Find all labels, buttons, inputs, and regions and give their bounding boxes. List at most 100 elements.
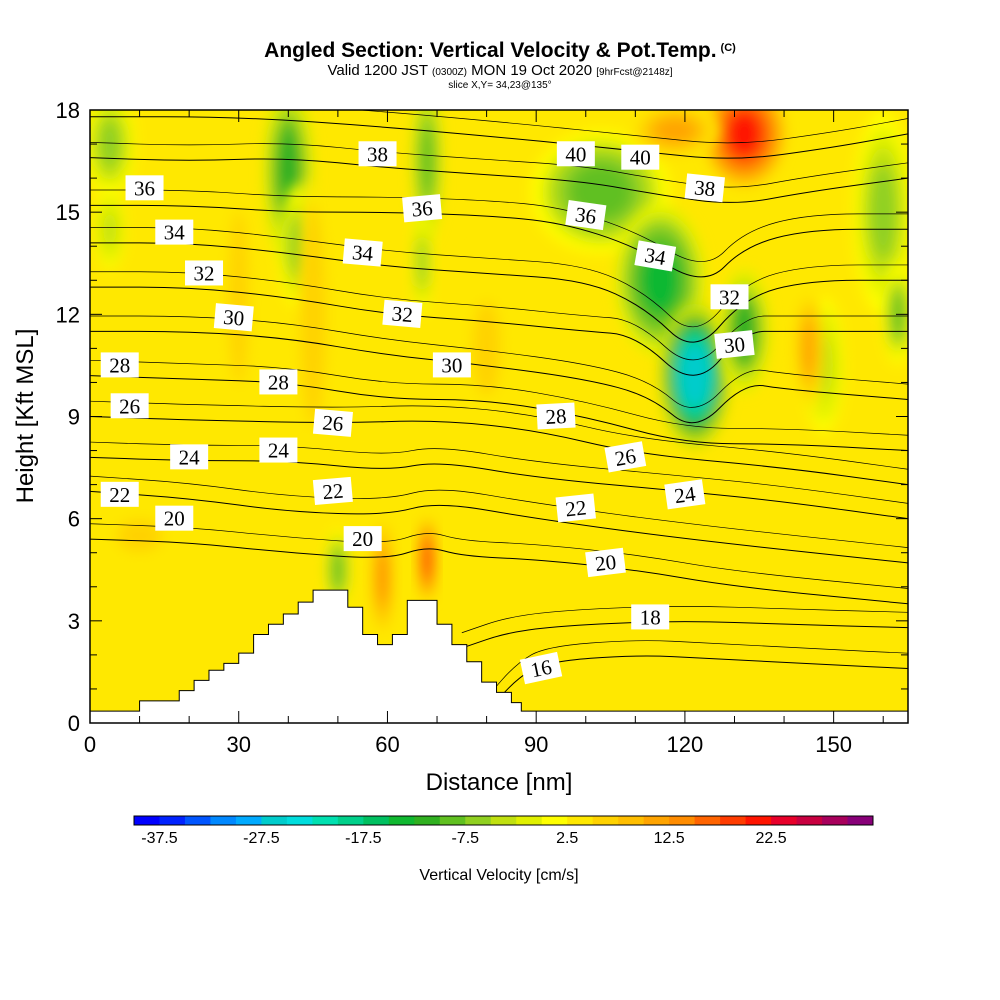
velocity-feature: [298, 178, 328, 451]
contour-label-bg: [125, 175, 164, 201]
contour-label-bg: [358, 141, 397, 167]
velocity-shell: [417, 239, 427, 287]
contour-label-bg: [343, 526, 382, 552]
contour-label: 40: [621, 144, 660, 170]
isentrope-minor: [486, 640, 908, 698]
colorbar-swatch: [235, 816, 262, 825]
contour-label-text: 26: [321, 410, 344, 436]
colorbar-swatch: [159, 816, 186, 825]
contour-label-bg: [536, 402, 576, 430]
velocity-feature: [412, 212, 433, 315]
chart-subtitle: Valid 1200 JST (0300Z) MON 19 Oct 2020 […: [327, 62, 673, 79]
colorbar: -37.5 -27.5 -17.5 -7.5 2.5 12.5 22.5: [133, 815, 874, 847]
contour-label-text: 22: [321, 479, 344, 505]
x-tick-label: 120: [667, 732, 704, 757]
y-tick-label: 0: [68, 711, 80, 736]
colorbar-swatch: [388, 816, 415, 825]
velocity-shell: [102, 210, 117, 248]
colorbar-tick-label: 2.5: [556, 830, 578, 847]
colorbar-swatch: [312, 816, 339, 825]
colorbar-swatch: [286, 816, 313, 825]
isentrope-30: [90, 330, 908, 424]
colorbar-swatch: [465, 816, 492, 825]
x-tick-label: 150: [815, 732, 852, 757]
contour-label-text: 20: [352, 527, 373, 551]
contour-label-text: 22: [109, 483, 130, 507]
x-axis-label: Distance [nm]: [426, 769, 573, 796]
colorbar-tick-label: -7.5: [451, 830, 479, 847]
contour-label-bg: [170, 444, 209, 470]
colorbar-swatch: [847, 816, 874, 825]
x-tick-label: 60: [375, 732, 399, 757]
velocity-feature: [456, 246, 517, 451]
colorbar-swatch: [337, 816, 364, 825]
contour-label-text: 24: [268, 439, 290, 463]
colorbar-swatch: [516, 816, 543, 825]
contour-label: 22: [312, 476, 353, 506]
contour-label-bg: [382, 299, 423, 328]
contour-label-bg: [259, 369, 298, 395]
contour-label-text: 28: [545, 404, 567, 429]
isentrope-20: [90, 538, 908, 605]
isentrope-minor: [90, 400, 908, 470]
isentrope-36: [90, 204, 908, 278]
isentrope-26: [90, 416, 908, 486]
velocity-shell: [98, 118, 122, 170]
isentrope-minor: [90, 359, 908, 436]
contour-label-bg: [585, 547, 626, 578]
velocity-shell: [802, 320, 816, 377]
colorbar-swatch: [414, 816, 441, 825]
x-tick-label: 90: [524, 732, 548, 757]
contour-label: 36: [565, 200, 607, 231]
isentrope-minor: [90, 189, 908, 262]
y-tick-label: 15: [56, 200, 80, 225]
contour-label-bg: [604, 441, 647, 473]
contour-label-text: 30: [222, 305, 245, 331]
contour-label: 38: [684, 173, 725, 203]
colorbar-swatch: [771, 816, 798, 825]
colorbar-swatch: [184, 816, 211, 825]
contour-label-text: 40: [630, 146, 651, 170]
contour-label-bg: [342, 238, 383, 267]
colorbar-swatch: [720, 816, 747, 825]
colorbar-swatch: [618, 816, 645, 825]
velocity-feature: [94, 188, 125, 271]
contour-label: 40: [556, 141, 595, 167]
contour-label-bg: [519, 651, 563, 685]
isentrope-minor: [355, 110, 908, 144]
velocity-shell: [116, 520, 163, 552]
velocity-feature: [793, 287, 824, 410]
contour-label: 26: [604, 441, 647, 473]
contour-label-bg: [155, 505, 194, 531]
contour-label: 22: [100, 481, 139, 507]
velocity-shell: [423, 540, 431, 579]
contour-label-bg: [259, 437, 298, 463]
colorbar-swatch: [669, 816, 696, 825]
colorbar-swatch: [210, 816, 237, 825]
velocity-feature: [419, 518, 436, 601]
contour-label-text: 28: [109, 353, 130, 377]
velocity-feature: [223, 161, 254, 434]
isentrope-minor: [90, 142, 908, 188]
colorbar-tick-label: -27.5: [243, 830, 280, 847]
colorbar-label: Vertical Velocity [cm/s]: [419, 867, 578, 884]
contour-label-bg: [213, 303, 254, 332]
colorbar-swatch: [643, 816, 670, 825]
contour-label: 32: [382, 299, 423, 328]
isentrope-minor: [90, 315, 908, 408]
contour-label: 26: [312, 408, 353, 437]
colorbar-swatch: [567, 816, 594, 825]
contour-label: 26: [110, 393, 149, 419]
contour-label-text: 34: [164, 221, 186, 245]
velocity-shell: [332, 550, 344, 589]
contour-label-text: 32: [719, 285, 740, 309]
contour-label-bg: [100, 481, 139, 507]
contour-label: 28: [259, 369, 298, 395]
x-tick-label: 30: [226, 732, 250, 757]
colorbar-tick-label: 22.5: [755, 830, 786, 847]
contour-label: 30: [714, 330, 755, 359]
contour-label-bg: [100, 352, 139, 378]
contour-label-text: 34: [643, 243, 668, 270]
contour-label-text: 36: [574, 202, 598, 229]
